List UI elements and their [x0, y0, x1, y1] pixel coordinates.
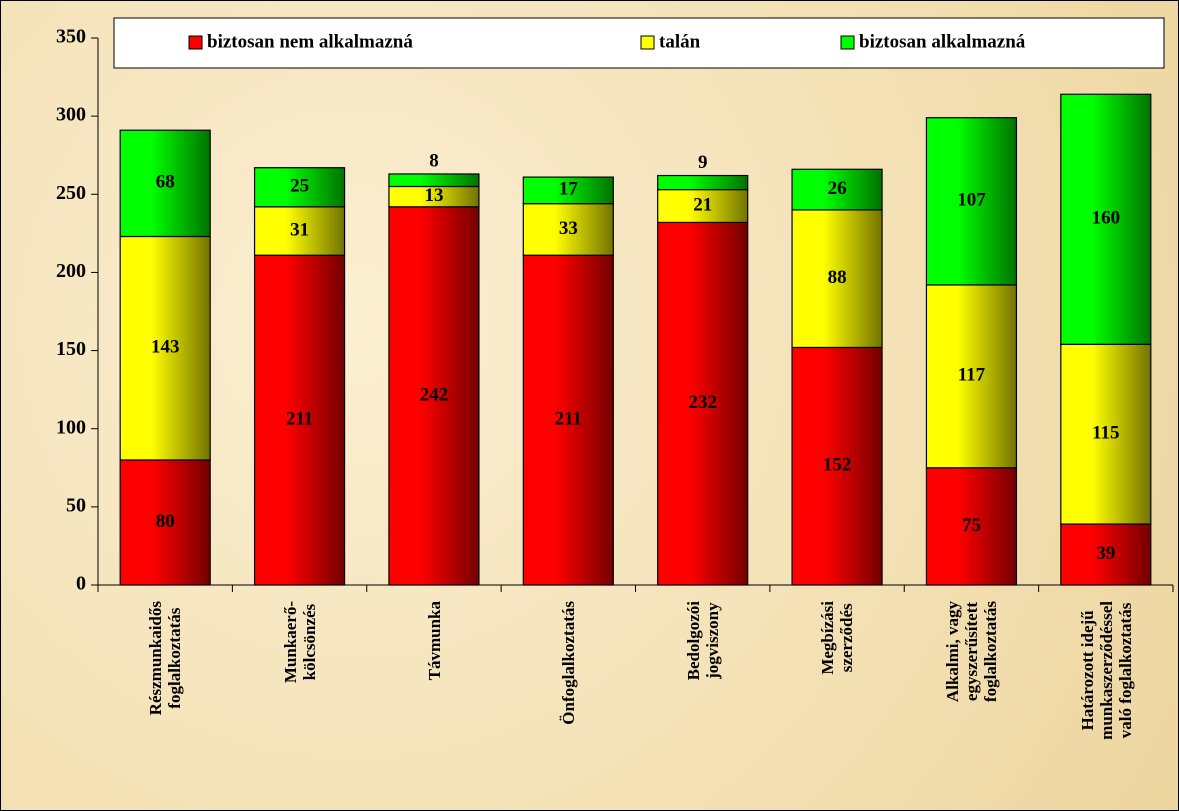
- legend-box: [113, 17, 1165, 69]
- data-label: 115: [1092, 423, 1119, 444]
- legend-swatch: [188, 35, 203, 50]
- y-tick-label: 100: [56, 416, 86, 438]
- bar-segment: [119, 459, 211, 586]
- y-tick-label: 150: [56, 338, 86, 360]
- bar-segment: [791, 209, 883, 349]
- bar-segment: [388, 206, 480, 586]
- data-label: 75: [962, 515, 981, 536]
- data-label: 143: [151, 337, 180, 358]
- bar-segment: [657, 174, 749, 191]
- bar-segment: [657, 221, 749, 586]
- data-label: 26: [828, 178, 847, 199]
- x-tick-label: Bedolgozói jogviszony: [643, 601, 763, 809]
- bar-segment: [925, 467, 1018, 586]
- bar-segment: [119, 235, 211, 461]
- bar-segment: [657, 188, 749, 224]
- y-tick-label: 0: [76, 573, 86, 595]
- data-label: 242: [420, 384, 449, 405]
- x-tick-label: Határozott idejű munkaszerződéssel való …: [1046, 601, 1166, 809]
- data-label: 8: [429, 150, 439, 171]
- bar-segment: [119, 129, 211, 238]
- bar-segment: [522, 203, 614, 256]
- legend-label: biztosan alkalmazná: [859, 31, 1026, 52]
- x-tick-text: Távmunka: [424, 601, 444, 681]
- x-tick-text: Alkalmi, vagy egyszerűsített foglalkozta…: [942, 601, 1000, 703]
- data-label: 39: [1096, 543, 1115, 564]
- data-label: 211: [555, 408, 582, 429]
- data-label: 31: [290, 219, 309, 240]
- data-label: 9: [698, 152, 708, 173]
- data-label: 117: [958, 365, 986, 386]
- x-tick-text: Határozott idejű munkaszerződéssel való …: [1077, 601, 1135, 740]
- legend-label: talán: [659, 31, 701, 52]
- x-tick-label: Részmunkaidős foglalkoztatás: [105, 601, 225, 809]
- data-label: 33: [559, 218, 578, 239]
- x-tick-label: Alkalmi, vagy egyszerűsített foglalkozta…: [911, 601, 1031, 809]
- data-label: 232: [688, 392, 717, 413]
- x-tick-label: Önfoglalkoztatás: [508, 601, 628, 809]
- y-tick-label: 350: [56, 26, 86, 48]
- legend-swatch: [640, 35, 655, 50]
- data-label: 88: [828, 267, 847, 288]
- x-tick-text: Részmunkaidős foglalkoztatás: [146, 601, 185, 716]
- bar-segment: [1060, 523, 1152, 586]
- data-label: 17: [559, 179, 579, 200]
- x-tick-text: Megbízási szerződés: [818, 601, 857, 675]
- x-tick-label: Munkaerő- kölcsönzés: [240, 601, 360, 809]
- data-label: 160: [1092, 208, 1121, 229]
- x-tick-label: Megbízási szerződés: [777, 601, 897, 809]
- bar-segment: [925, 284, 1018, 469]
- y-tick-label: 250: [56, 182, 86, 204]
- data-label: 68: [156, 172, 175, 193]
- legend-label: biztosan nem alkalmazná: [207, 31, 413, 52]
- x-tick-text: Önfoglalkoztatás: [558, 601, 578, 725]
- data-label: 152: [823, 455, 852, 476]
- data-label: 211: [286, 408, 313, 429]
- bar-segment: [925, 117, 1018, 286]
- data-label: 25: [290, 176, 309, 197]
- x-tick-label: Távmunka: [374, 601, 494, 809]
- bar-segment: [1060, 343, 1152, 525]
- bar-segment: [791, 168, 883, 211]
- data-label: 21: [693, 194, 712, 215]
- legend-swatch: [840, 35, 855, 50]
- data-label: 80: [156, 511, 175, 532]
- x-tick-text: Munkaerő- kölcsönzés: [280, 601, 319, 684]
- bar-segment: [253, 167, 346, 208]
- data-label: 13: [424, 185, 443, 206]
- bar-segment: [253, 206, 346, 256]
- bar-segment: [522, 176, 614, 205]
- bar-segment: [791, 346, 883, 586]
- data-label: 107: [957, 190, 986, 211]
- y-tick-label: 50: [66, 494, 86, 516]
- x-tick-text: Bedolgozói jogviszony: [683, 601, 722, 681]
- bar-segment: [1060, 93, 1152, 345]
- y-tick-label: 300: [56, 104, 86, 126]
- bar-segment: [388, 173, 480, 188]
- y-tick-label: 200: [56, 260, 86, 282]
